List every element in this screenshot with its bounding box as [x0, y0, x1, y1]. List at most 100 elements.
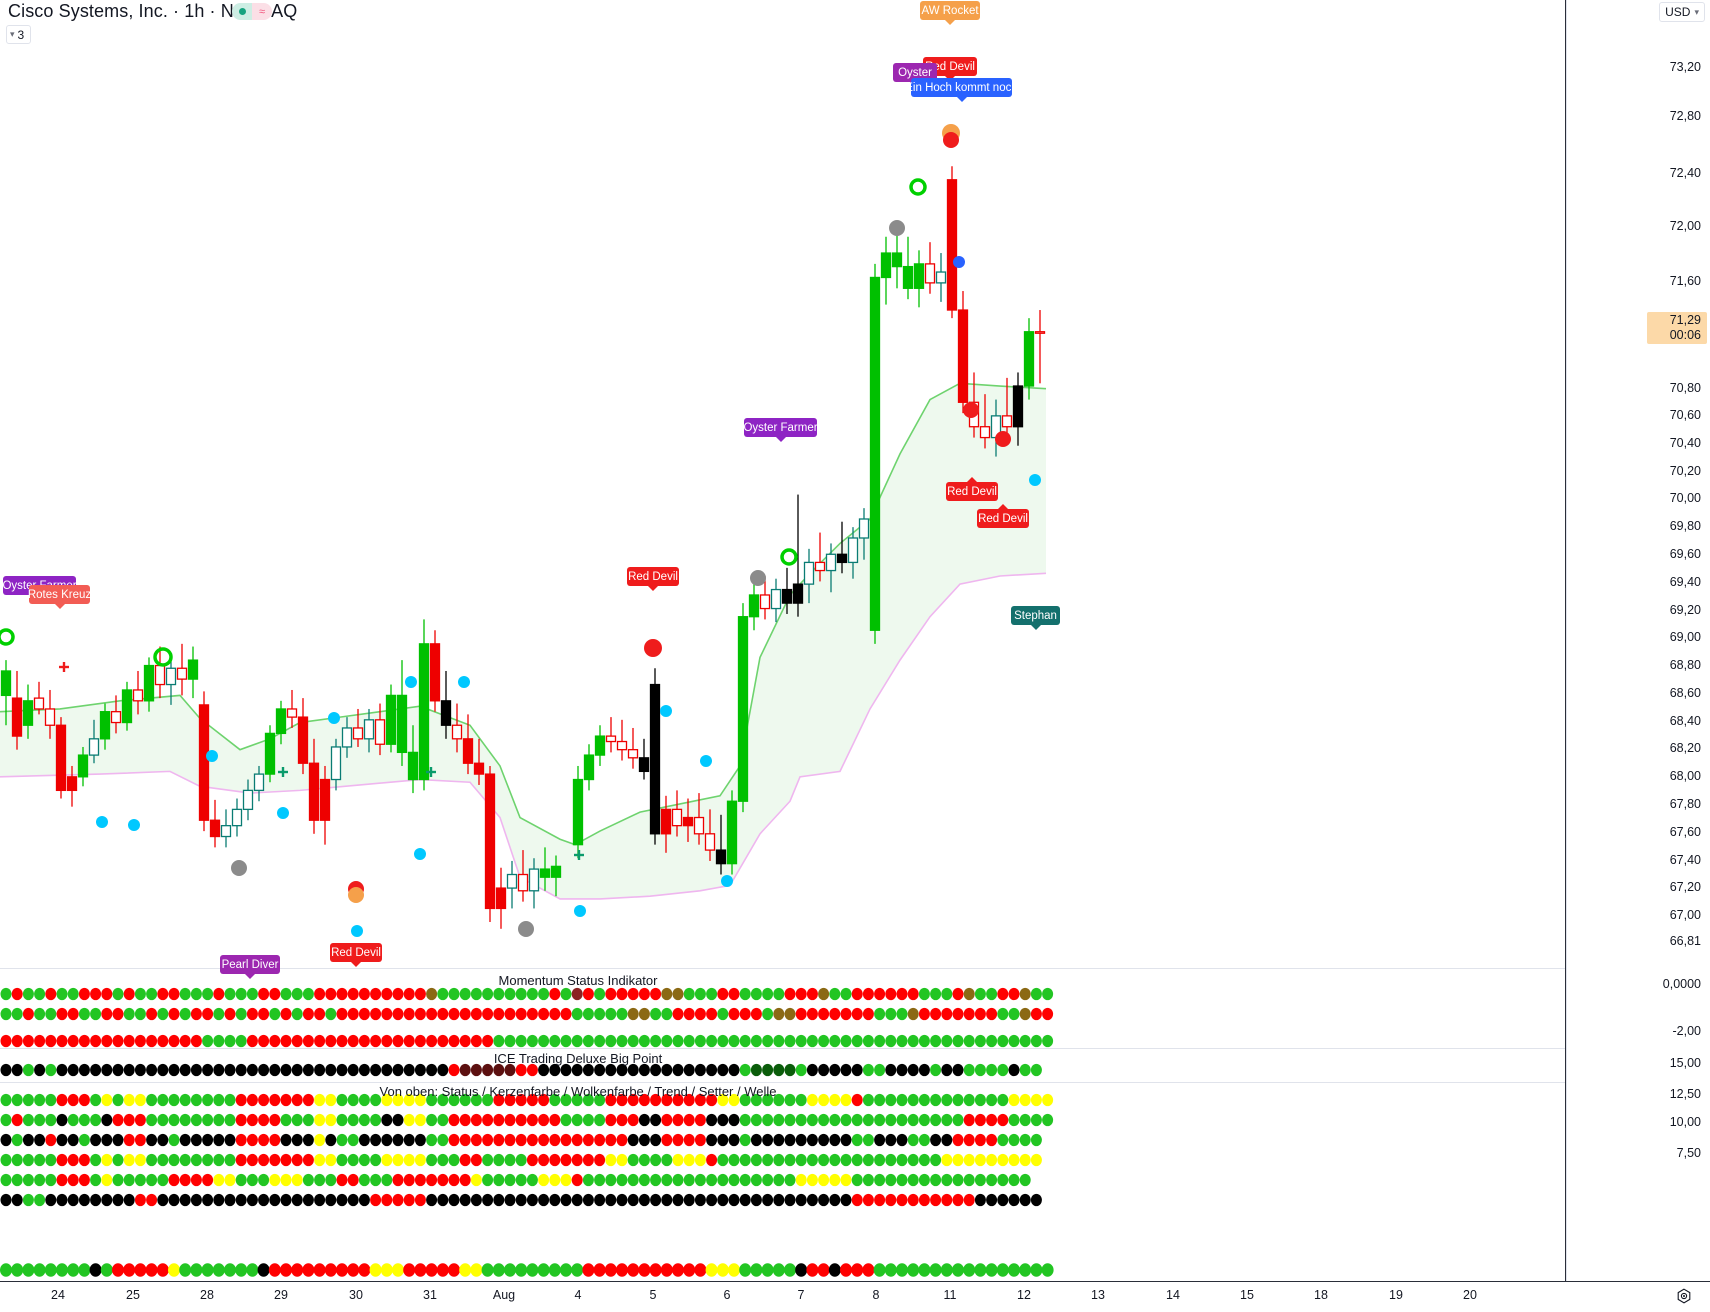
marker-label-text: Oyster [898, 66, 932, 79]
market-status-pill[interactable]: ≈ [232, 3, 272, 20]
marker-label-text: Red Devil [628, 570, 678, 583]
marker-label-text: Red Devil [947, 485, 997, 498]
price-tick: -2,00 [1672, 1024, 1702, 1038]
candle [231, 798, 243, 837]
wolkenfarbe-row [0, 1133, 1042, 1147]
price-tick: 72,00 [1669, 219, 1701, 233]
price-tick: 69,00 [1669, 630, 1701, 644]
marker-label[interactable]: Stephan [1011, 606, 1060, 630]
price-tick: 68,00 [1669, 769, 1701, 783]
candle [0, 660, 12, 726]
price-tick: 68,20 [1669, 741, 1701, 755]
marker-label-text: Rotes Kreuz [27, 588, 92, 601]
candle [330, 738, 342, 791]
candle [814, 532, 826, 582]
pane-separator-3[interactable] [0, 1082, 1710, 1083]
main-price-pane[interactable] [0, 0, 1565, 968]
candle [275, 700, 287, 745]
grey-dot [518, 921, 534, 937]
candle [473, 738, 485, 785]
candle [495, 867, 507, 929]
price-axis[interactable]: USD ▾ 73,20 72,80 72,40 72,00 71,60 70,80 70,6… [1566, 0, 1710, 1281]
price-tick: 70,20 [1669, 464, 1701, 478]
candle [462, 714, 474, 775]
ice-bigpoint-pane[interactable] [0, 1049, 1565, 1082]
candle [385, 684, 397, 753]
marker-label[interactable]: Rotes Kreuz [27, 585, 92, 609]
momentum-status-pane[interactable] [0, 969, 1565, 1048]
chevron-down-icon: ▾ [1694, 6, 1699, 17]
pane-separator-2[interactable] [0, 1048, 1710, 1049]
candle [627, 727, 639, 769]
candle [429, 630, 441, 712]
candle [253, 765, 265, 802]
price-tick: 67,00 [1669, 908, 1701, 922]
currency-selector[interactable]: USD ▾ [1659, 2, 1705, 22]
price-tick: 73,20 [1669, 60, 1701, 74]
marker-tail [648, 586, 658, 591]
symbol-title[interactable]: Cisco Systems, Inc. · 1h · NASDAQ [8, 1, 298, 21]
marker-label-text: Red Devil [925, 60, 975, 73]
candle [770, 578, 782, 623]
cyan-dot [574, 905, 586, 917]
green-ring [780, 548, 798, 566]
candle [902, 236, 914, 300]
candle [44, 689, 56, 739]
candle [451, 703, 463, 753]
cyan-dot [721, 875, 733, 887]
trend-row [0, 1153, 1042, 1167]
momentum-row-1 [0, 987, 1054, 1001]
cyan-dot [660, 705, 672, 717]
marker-label[interactable]: Red Devil [977, 504, 1029, 528]
time-tick: 30 [349, 1288, 363, 1302]
interval-selector[interactable]: ▾ 3 [6, 25, 32, 44]
time-axis[interactable]: 24 25 28 29 30 31 Aug 4 5 6 7 8 11 12 13 14 15 18 19 20 [0, 1281, 1710, 1312]
marker-label[interactable]: Oyster Farmer [743, 418, 818, 442]
cyan-dot [328, 712, 340, 724]
market-open-dot [232, 3, 252, 20]
candle [374, 703, 386, 756]
green-ring [909, 178, 927, 196]
pane-separator-1[interactable] [0, 968, 1710, 969]
marker-label[interactable]: Red Devil [330, 943, 382, 967]
price-tick: 68,40 [1669, 714, 1701, 728]
price-tick: 70,00 [1669, 491, 1701, 505]
clock-icon[interactable] [1676, 1288, 1692, 1304]
cyan-dot [700, 755, 712, 767]
price-tick: 69,60 [1669, 547, 1701, 561]
candle [924, 242, 936, 294]
marker-label[interactable]: Red Devil [627, 567, 679, 591]
marker-label[interactable]: Pearl Diver [220, 955, 280, 979]
status-dots-canvas [0, 1093, 1054, 1277]
marker-label[interactable]: Ein Hoch kommt noch [905, 78, 1018, 102]
candle [858, 508, 870, 560]
candle [1012, 372, 1024, 446]
price-axis-divider [1565, 0, 1566, 1281]
time-tick: 5 [649, 1288, 657, 1302]
candle [550, 855, 562, 897]
setter-row [0, 1173, 1031, 1187]
bar-countdown: 00:06 [1669, 328, 1701, 342]
status-row [0, 1093, 1054, 1107]
candle [847, 527, 859, 579]
candle [484, 765, 496, 923]
marker-label[interactable]: Oyster [893, 63, 937, 87]
last-price-tag[interactable]: 71,29 00:06 [1647, 312, 1707, 344]
time-tick: 24 [51, 1288, 65, 1302]
candle [66, 765, 78, 807]
candle [539, 847, 551, 891]
candle [605, 717, 617, 753]
marker-label[interactable]: AW Rocket [920, 1, 980, 25]
price-tick: 68,80 [1669, 658, 1701, 672]
marker-label[interactable]: Red Devil [946, 477, 998, 501]
marker-label-text: Pearl Diver [221, 958, 279, 971]
candle [286, 689, 298, 728]
multi-row-status-pane[interactable] [0, 1083, 1565, 1281]
blue-dot [953, 256, 965, 268]
marker-tail [998, 504, 1008, 509]
cyan-dot [351, 925, 363, 937]
candle [363, 708, 375, 753]
time-tick: 4 [574, 1288, 582, 1302]
marker-label-text: Ein Hoch kommt noch [905, 81, 1018, 94]
red-devil-dot [943, 132, 959, 148]
